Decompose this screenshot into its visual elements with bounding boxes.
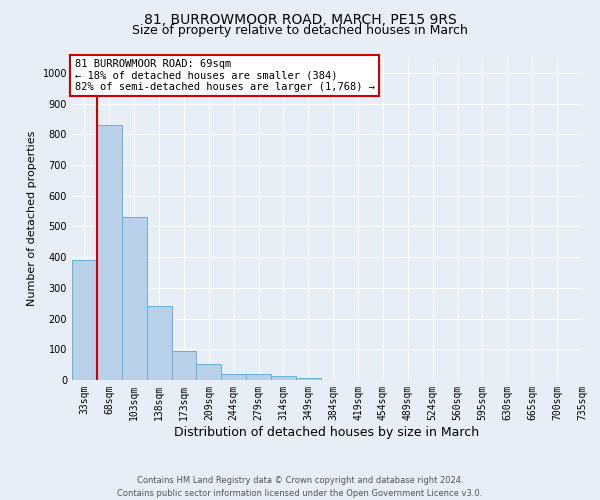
X-axis label: Distribution of detached houses by size in March: Distribution of detached houses by size … [175, 426, 479, 438]
Bar [271, 376, 296, 380]
Text: Contains HM Land Registry data © Crown copyright and database right 2024.
Contai: Contains HM Land Registry data © Crown c… [118, 476, 482, 498]
Bar [97, 125, 122, 380]
Bar [221, 374, 246, 380]
Bar [146, 306, 172, 380]
Bar [122, 217, 146, 380]
Text: Size of property relative to detached houses in March: Size of property relative to detached ho… [132, 24, 468, 37]
Bar [246, 374, 271, 380]
Bar [72, 260, 97, 380]
Text: 81 BURROWMOOR ROAD: 69sqm
← 18% of detached houses are smaller (384)
82% of semi: 81 BURROWMOOR ROAD: 69sqm ← 18% of detac… [74, 59, 374, 92]
Y-axis label: Number of detached properties: Number of detached properties [27, 131, 37, 306]
Bar [172, 351, 196, 380]
Text: 81, BURROWMOOR ROAD, MARCH, PE15 9RS: 81, BURROWMOOR ROAD, MARCH, PE15 9RS [143, 12, 457, 26]
Bar [196, 364, 221, 380]
Bar [296, 378, 321, 380]
